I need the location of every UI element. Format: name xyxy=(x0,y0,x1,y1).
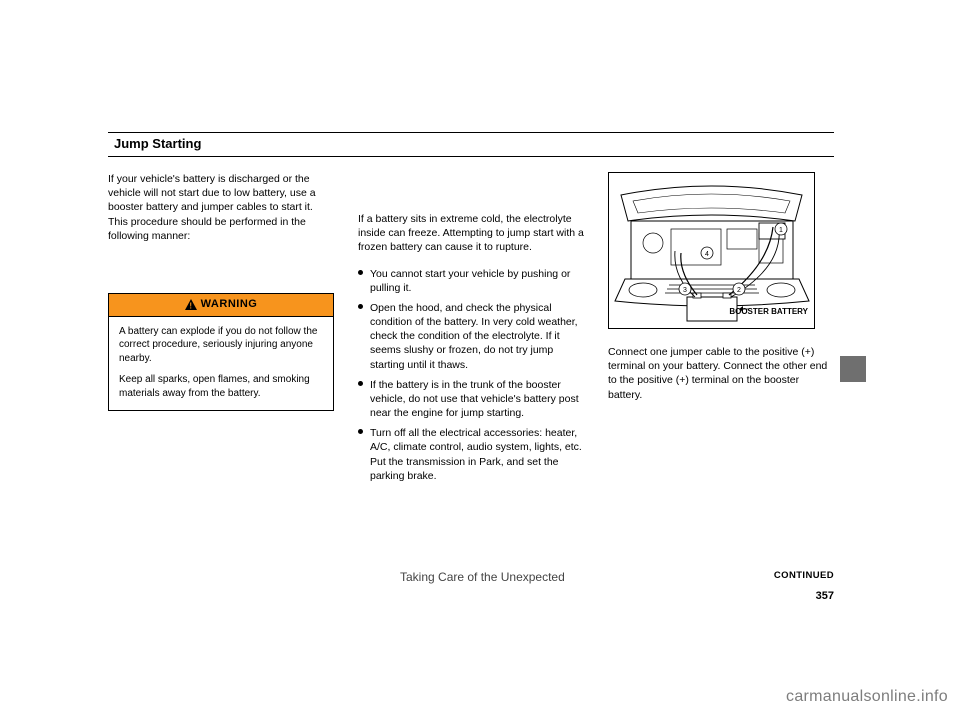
col2-lead-note: If a battery sits in extreme cold, the e… xyxy=(358,212,584,255)
warning-header-text: WARNING xyxy=(201,297,258,312)
column-2: If a battery sits in extreme cold, the e… xyxy=(358,172,584,489)
warning-header: ! WARNING xyxy=(109,294,333,317)
bullet-icon xyxy=(358,267,364,295)
bullet-icon xyxy=(358,378,364,421)
watermark-text: carmanualsonline.info xyxy=(786,688,948,706)
title-band: Jump Starting xyxy=(108,132,834,157)
col2-item-3: Turn off all the electrical accessories:… xyxy=(370,426,584,483)
col2-bullet-3: Turn off all the electrical accessories:… xyxy=(358,426,584,483)
svg-text:1: 1 xyxy=(779,227,783,234)
col2-item-0: You cannot start your vehicle by pushing… xyxy=(370,267,584,295)
bullet-icon xyxy=(358,301,364,372)
booster-battery-label: BOOSTER BATTERY xyxy=(729,308,808,316)
column-3: 1 2 3 4 BOOSTER BATTERY Connect one jump… xyxy=(608,172,834,489)
svg-text:!: ! xyxy=(189,301,192,310)
col3-step-text: Connect one jumper cable to the positive… xyxy=(608,345,834,402)
warning-box: ! WARNING A battery can explode if you d… xyxy=(108,293,334,411)
warning-body: A battery can explode if you do not foll… xyxy=(109,317,333,411)
svg-text:4: 4 xyxy=(705,251,709,258)
col2-bullet-0: You cannot start your vehicle by pushing… xyxy=(358,267,584,295)
col2-item-2: If the battery is in the trunk of the bo… xyxy=(370,378,584,421)
engine-bay-diagram: 1 2 3 4 BOOSTER BATTERY xyxy=(608,172,815,329)
warning-para-2: Keep all sparks, open flames, and smokin… xyxy=(119,373,323,400)
col2-bullet-2: If the battery is in the trunk of the bo… xyxy=(358,378,584,421)
svg-text:3: 3 xyxy=(683,287,687,294)
warning-para-1: A battery can explode if you do not foll… xyxy=(119,325,323,366)
section-label: Taking Care of the Unexpected xyxy=(400,570,565,584)
manual-page: Jump Starting If your vehicle's battery … xyxy=(0,0,960,714)
diagram-svg: 1 2 3 4 xyxy=(609,173,814,328)
warning-triangle-icon: ! xyxy=(185,299,197,310)
column-1: If your vehicle's battery is discharged … xyxy=(108,172,334,489)
page-number: 357 xyxy=(816,590,834,602)
bullet-icon xyxy=(358,426,364,483)
content-columns: If your vehicle's battery is discharged … xyxy=(108,172,834,489)
col2-item-1: Open the hood, and check the physical co… xyxy=(370,301,584,372)
col1-intro: If your vehicle's battery is discharged … xyxy=(108,172,334,243)
svg-text:2: 2 xyxy=(737,287,741,294)
page-title: Jump Starting xyxy=(114,136,201,151)
col2-bullet-1: Open the hood, and check the physical co… xyxy=(358,301,584,372)
page-edge-marker xyxy=(840,356,866,382)
continued-label: CONTINUED xyxy=(774,570,834,581)
